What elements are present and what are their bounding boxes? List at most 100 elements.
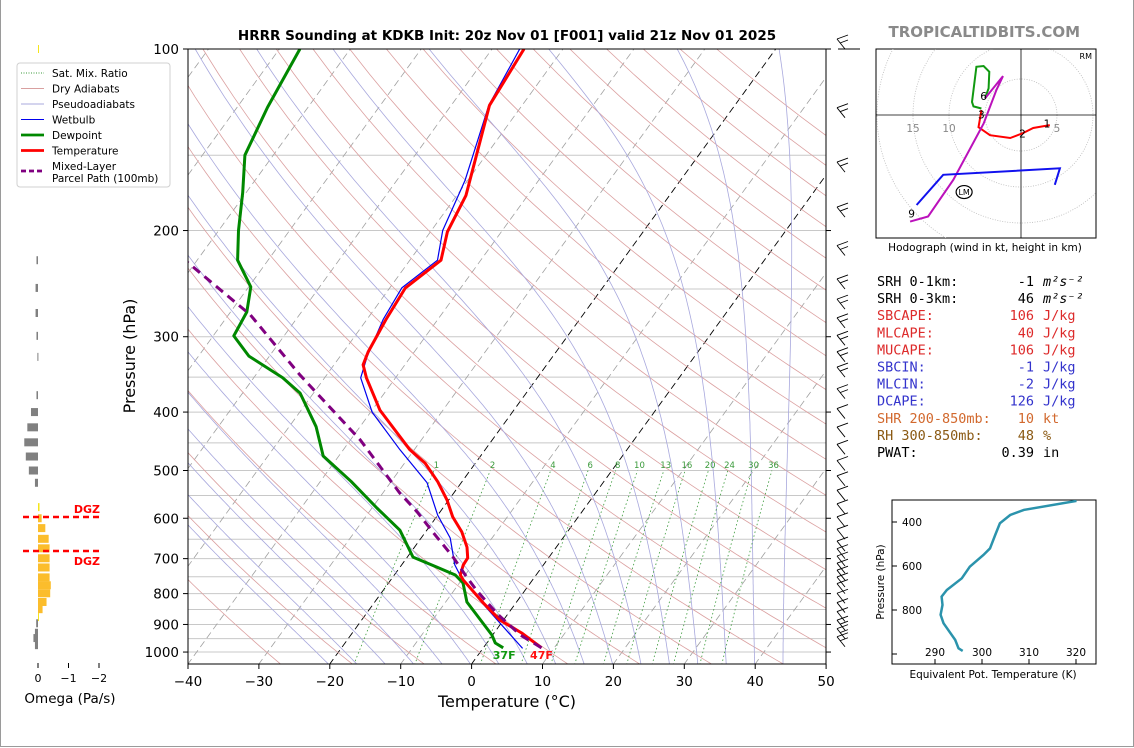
surface-dewpoint-label: 37F [493,649,516,662]
stat-value: 46 [1018,291,1034,307]
wind-barb [836,632,849,648]
stat-value: 10 [1018,411,1034,427]
omega-bar [38,534,49,543]
wind-barb [836,456,849,471]
omega-bar [38,554,50,563]
y-axis-label: Pressure (hPa) [120,299,139,414]
omega-bar [36,619,38,628]
legend-label: Sat. Mix. Ratio [52,68,128,80]
legend-item: Dry Adiabats [21,84,120,96]
stat-row: PWAT: 0.39 in [877,445,1059,461]
wind-barb [836,588,849,604]
omega-bar [36,256,38,265]
theta-e-trace [939,500,1077,652]
hodograph-height-label: 2 [1019,129,1026,141]
wind-barb [836,330,849,346]
background-lines: 1 2 4 6 8 10 13 16 20 24 30 36 [188,49,826,664]
isotherm [612,370,826,664]
mixing-ratio-label: 30 [748,461,759,471]
dry-adiabat [188,579,282,664]
dry-adiabat [349,49,826,460]
legend-label-line2: Parcel Path (100mb) [52,173,158,185]
pseudoadiabat [188,351,471,664]
x-tick-label: 10 [534,674,551,690]
stat-label: MLCAPE: [877,325,934,341]
omega-bar [38,597,47,606]
wind-barb [836,536,849,552]
hodograph-height-label: 1 [1044,119,1051,131]
isotherm [258,49,706,664]
hodograph-trace [970,64,991,110]
wind-barb [836,274,849,290]
dry-adiabat [188,452,425,664]
hodograph-trace [915,167,1062,206]
legend-label: Dewpoint [52,130,102,142]
omega-bar [38,581,51,590]
stat-unit: J/kg [1043,360,1076,376]
y-tick-label: 600 [153,511,179,527]
y-tick-label: 500 [153,464,179,480]
mixing-ratio-line [651,470,709,664]
pseudoadiabat [676,49,755,664]
isotherm [329,49,777,664]
theta-e-x-tick-label: 300 [972,647,992,659]
omega-tick-label: −1 [60,672,76,685]
stat-value: 0.39 [1001,445,1034,461]
chart-title: HRRR Sounding at KDKB Init: 20z Nov 01 [… [238,28,776,44]
omega-bar [24,438,38,447]
pseudoadiabat [188,391,443,664]
pseudoadiabat [188,123,585,664]
stat-label: SBCIN: [877,360,926,376]
stat-label: PWAT: [877,445,918,461]
surface-temperature-label: 47F [530,649,553,662]
theta-e-x-label: Equivalent Pot. Temperature (K) [909,669,1076,681]
omega-bar [38,544,50,553]
omega-bar [25,452,38,461]
stat-row: SRH 0-1km: -1 m²s⁻² [877,274,1084,290]
isotherm [542,272,826,664]
stat-row: MLCAPE: 40 J/kg [877,325,1076,341]
dry-adiabat [275,49,826,533]
stat-value: 106 [1010,308,1034,324]
stat-row: SRH 0-3km: 46 m²s⁻² [877,291,1084,307]
legend-label: Wetbulb [52,115,96,127]
stat-unit: J/kg [1043,377,1076,393]
isotherm [188,49,493,470]
y-tick-label: 1000 [145,645,179,661]
y-tick-label: 800 [153,587,179,603]
legend-item: Sat. Mix. Ratio [21,68,128,80]
omega-bar [38,573,50,582]
stat-unit: m²s⁻² [1042,291,1084,307]
omega-bar [33,634,38,643]
mixing-ratio-line [721,470,773,664]
pseudoadiabat [332,49,670,664]
isotherm [188,49,280,176]
stat-value: -2 [1018,377,1034,393]
stat-value: -1 [1018,274,1034,290]
wind-barb [836,439,849,455]
pseudoadiabat [188,462,386,664]
wind-barb [836,598,849,613]
dry-adiabat [422,49,826,391]
stat-label: DCAPE: [877,394,926,410]
dry-adiabat [386,49,826,425]
mixing-ratio-line [699,470,753,664]
x-tick-label: 30 [676,674,693,690]
dry-adiabat [188,84,826,649]
stat-label: RH 300-850mb: [877,428,983,444]
dry-adiabat [188,206,713,664]
omega-axis-label: Omega (Pa/s) [24,691,115,707]
pseudoadiabat [428,49,699,664]
isotherm [188,49,351,274]
hodograph-caption: Hodograph (wind in kt, height in km) [888,242,1082,254]
mixing-ratio-label: 8 [615,461,620,471]
mixing-ratio-line [550,470,616,664]
theta-e-y-tick-label: 400 [902,517,922,529]
pseudoadiabat [188,305,500,664]
hodograph-trace [977,109,1050,140]
wind-barb [836,422,849,438]
stat-value: 48 [1018,428,1034,444]
stat-label: SRH 0-3km: [877,291,958,307]
